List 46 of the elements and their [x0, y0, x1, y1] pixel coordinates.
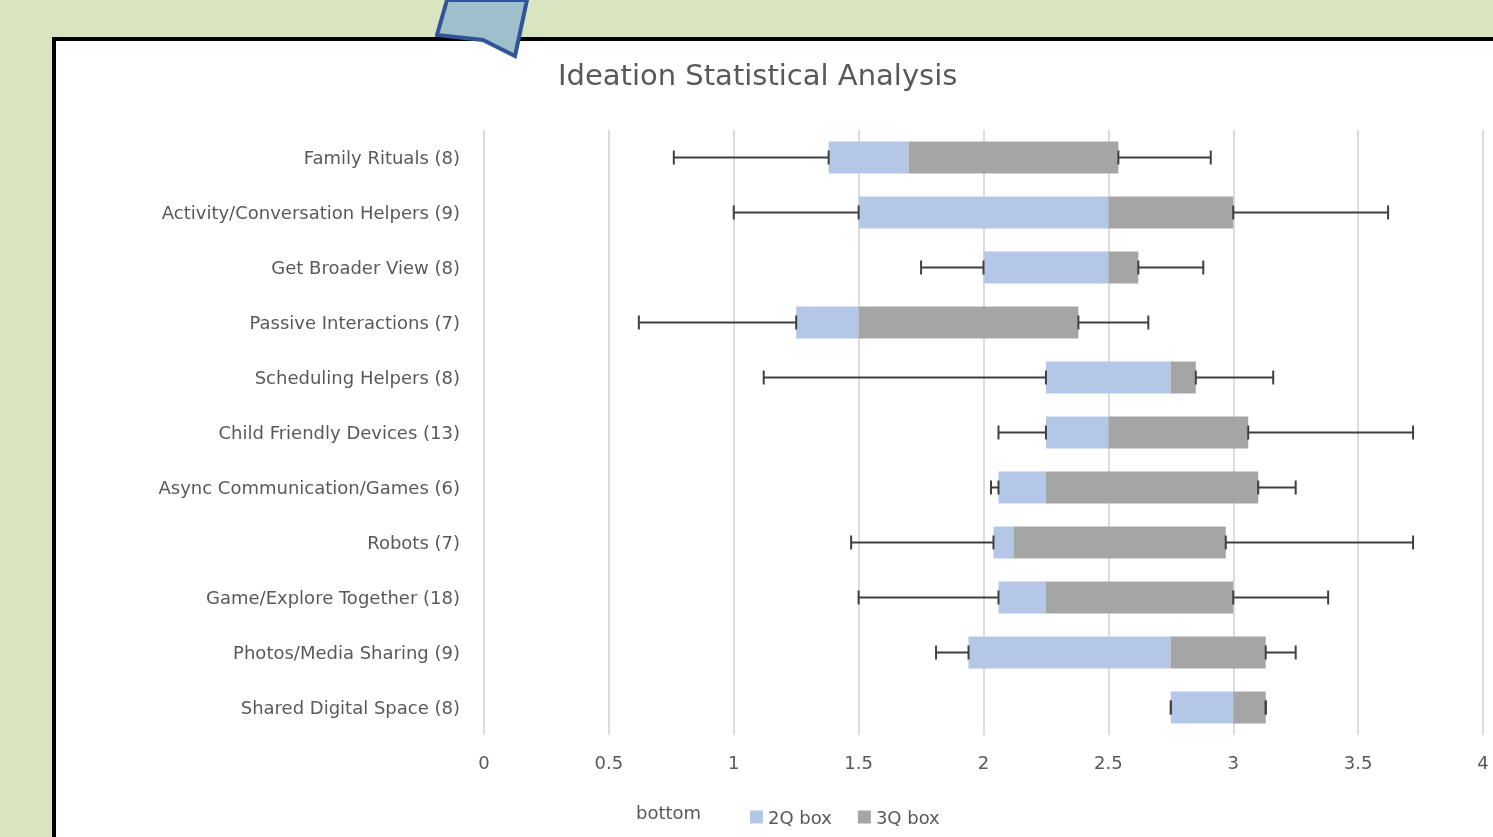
bar — [1045, 581, 1234, 614]
bar — [1013, 526, 1226, 559]
y-tick-label: Shared Digital Space (8) — [240, 697, 460, 718]
bar — [1170, 691, 1234, 724]
y-tick-label: Photos/Media Sharing (9) — [233, 642, 460, 663]
bar — [1108, 251, 1139, 284]
legend-label: 3Q box — [875, 806, 941, 828]
bar — [858, 306, 1079, 339]
y-tick-label: Family Rituals (8) — [303, 147, 460, 168]
x-tick-label: 1.5 — [844, 751, 873, 773]
y-tick-label: Child Friendly Devices (13) — [218, 422, 460, 443]
bar — [828, 141, 909, 174]
x-tick-label: 2 — [977, 751, 990, 773]
bar — [1233, 691, 1266, 724]
bar — [998, 581, 1046, 614]
y-tick-label: Get Broader View (8) — [271, 257, 460, 278]
y-tick-label: Game/Explore Together (18) — [206, 587, 460, 608]
bar — [1045, 361, 1171, 394]
bar — [983, 251, 1109, 284]
bar — [1170, 636, 1266, 669]
x-tick-label: 4 — [1477, 751, 1489, 773]
y-tick-label: Robots (7) — [367, 532, 460, 553]
bar — [1045, 471, 1259, 504]
x-tick-label: 0 — [478, 751, 490, 773]
y-tick-label: Activity/Conversation Helpers (9) — [161, 202, 460, 223]
bar — [968, 636, 1171, 669]
bar — [993, 526, 1014, 559]
chart-title: Ideation Statistical Analysis — [558, 57, 958, 92]
bar — [998, 471, 1046, 504]
x-tick-label: 0.5 — [594, 751, 624, 773]
x-tick-label: 3.5 — [1343, 751, 1373, 773]
bar — [1170, 361, 1196, 394]
y-tick-label: Async Communication/Games (6) — [158, 477, 460, 498]
legend-label: 2Q box — [768, 806, 833, 828]
x-tick-label: 3 — [1227, 751, 1239, 773]
bar — [796, 306, 859, 339]
y-tick-label: Scheduling Helpers (8) — [254, 367, 460, 388]
x-tick-label: 1 — [728, 751, 740, 773]
bar — [908, 141, 1119, 174]
text: bottom — [636, 801, 702, 823]
bar — [1108, 196, 1234, 229]
x-tick-label: 2.5 — [1094, 751, 1123, 773]
bar — [1045, 416, 1109, 449]
bar — [1108, 416, 1249, 449]
bar — [858, 196, 1109, 229]
y-tick-label: Passive Interactions (7) — [249, 312, 460, 333]
